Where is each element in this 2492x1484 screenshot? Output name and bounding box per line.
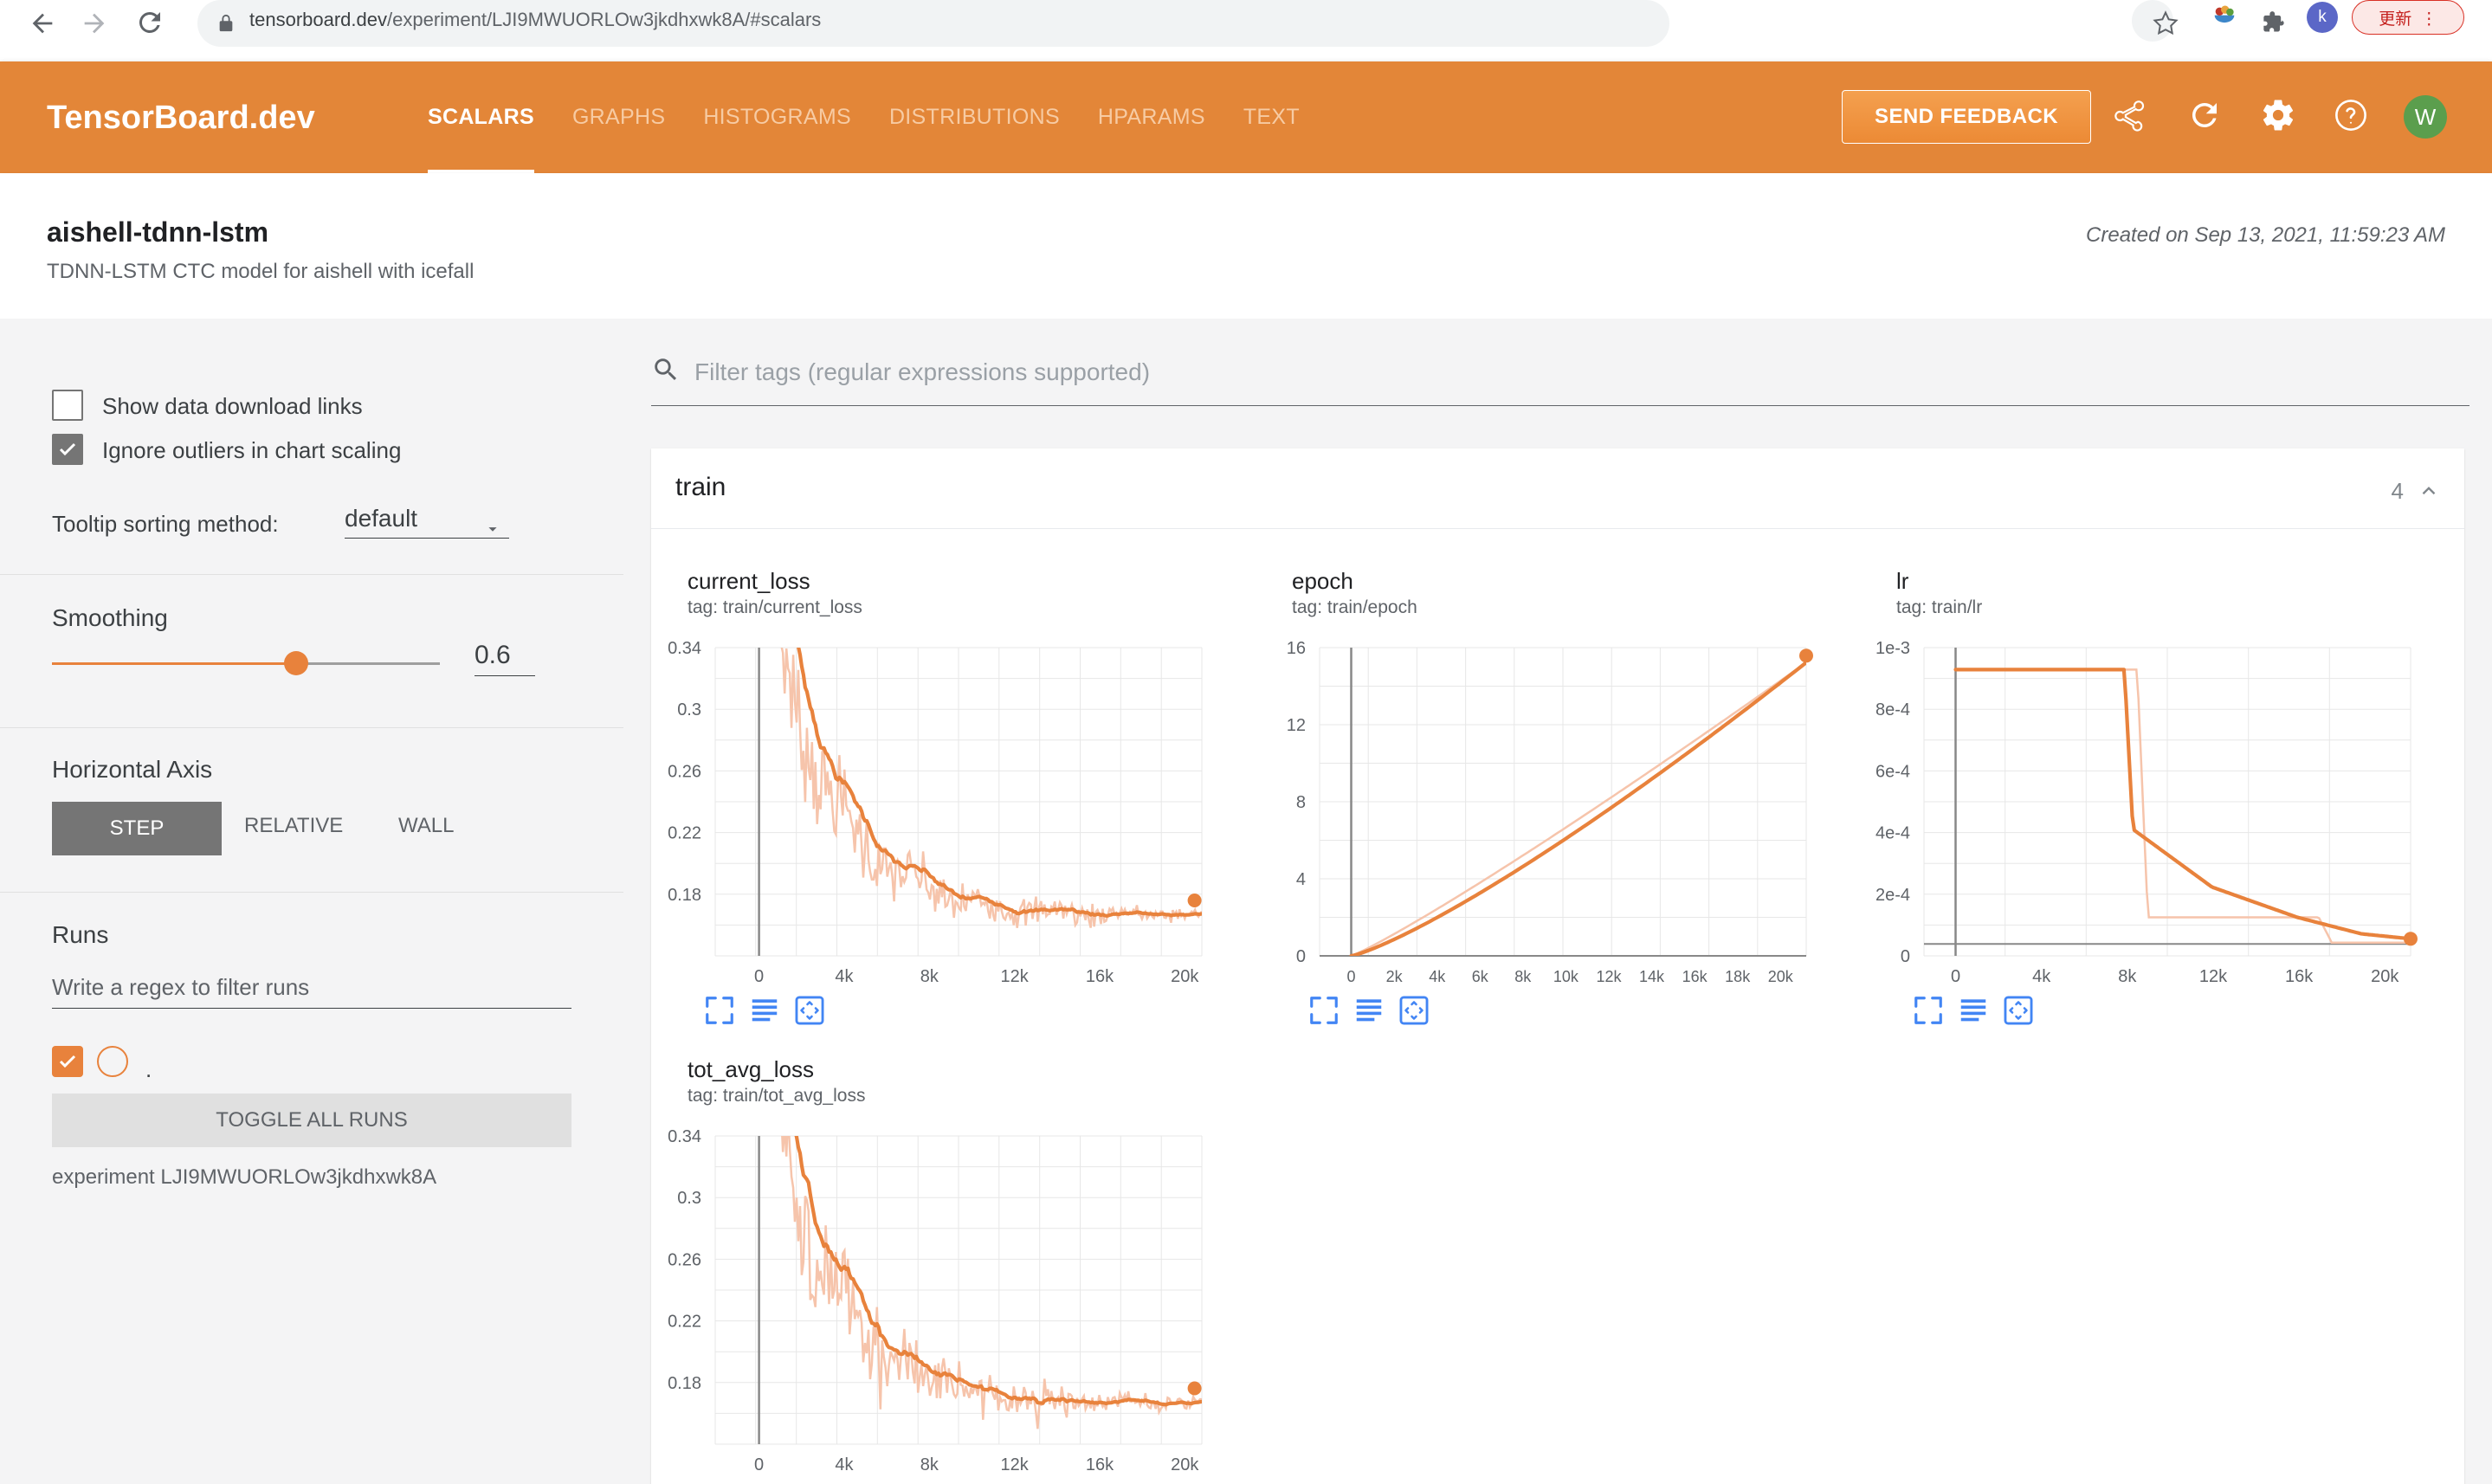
svg-text:8k: 8k	[920, 1455, 939, 1474]
svg-text:16k: 16k	[2285, 967, 2314, 986]
svg-text:12k: 12k	[1000, 1455, 1029, 1474]
svg-text:12k: 12k	[1000, 967, 1029, 986]
svg-text:4k: 4k	[2032, 967, 2051, 986]
svg-text:20k: 20k	[1171, 1455, 1199, 1474]
svg-text:0.34: 0.34	[668, 1127, 701, 1146]
svg-text:20k: 20k	[1171, 967, 1199, 986]
svg-text:18k: 18k	[1725, 968, 1751, 985]
svg-text:16k: 16k	[1086, 1455, 1114, 1474]
svg-text:0: 0	[1346, 968, 1355, 985]
svg-text:12k: 12k	[1596, 968, 1622, 985]
svg-text:6e-4: 6e-4	[1875, 762, 1910, 781]
svg-text:0.22: 0.22	[668, 1313, 701, 1332]
svg-text:8k: 8k	[2118, 967, 2137, 986]
svg-text:16k: 16k	[1086, 967, 1114, 986]
svg-text:0: 0	[1901, 947, 1910, 966]
svg-text:16k: 16k	[1682, 968, 1708, 985]
svg-text:1e-3: 1e-3	[1875, 639, 1910, 658]
svg-text:2e-4: 2e-4	[1875, 886, 1910, 905]
svg-text:0.18: 0.18	[668, 1374, 701, 1393]
svg-text:0: 0	[1296, 947, 1306, 966]
svg-text:0.26: 0.26	[668, 1250, 701, 1269]
svg-text:4e-4: 4e-4	[1875, 824, 1910, 843]
svg-text:4k: 4k	[835, 967, 854, 986]
svg-text:0: 0	[1951, 967, 1960, 986]
svg-text:20k: 20k	[2371, 967, 2399, 986]
svg-text:8e-4: 8e-4	[1875, 700, 1910, 719]
svg-text:4k: 4k	[835, 1455, 854, 1474]
svg-text:4: 4	[1296, 870, 1306, 889]
svg-text:8k: 8k	[1514, 968, 1532, 985]
svg-text:0: 0	[754, 1455, 764, 1474]
svg-text:0.18: 0.18	[668, 886, 701, 905]
svg-text:14k: 14k	[1639, 968, 1665, 985]
svg-text:12k: 12k	[2199, 967, 2228, 986]
svg-text:12: 12	[1287, 716, 1306, 735]
svg-text:10k: 10k	[1553, 968, 1579, 985]
svg-text:0.3: 0.3	[677, 1189, 701, 1208]
svg-text:4k: 4k	[1429, 968, 1446, 985]
svg-text:20k: 20k	[1768, 968, 1794, 985]
svg-text:8: 8	[1296, 793, 1306, 812]
svg-text:16: 16	[1287, 639, 1306, 658]
svg-text:0.26: 0.26	[668, 762, 701, 781]
svg-text:6k: 6k	[1472, 968, 1489, 985]
svg-text:0: 0	[754, 967, 764, 986]
svg-text:0.3: 0.3	[677, 700, 701, 719]
svg-text:0.22: 0.22	[668, 824, 701, 843]
svg-text:8k: 8k	[920, 967, 939, 986]
svg-text:0.34: 0.34	[668, 639, 701, 658]
svg-text:2k: 2k	[1386, 968, 1404, 985]
